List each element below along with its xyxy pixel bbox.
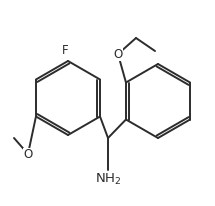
Text: O: O — [113, 48, 123, 61]
Text: NH$_2$: NH$_2$ — [95, 172, 121, 187]
Text: O: O — [23, 147, 33, 160]
Text: F: F — [62, 44, 68, 57]
